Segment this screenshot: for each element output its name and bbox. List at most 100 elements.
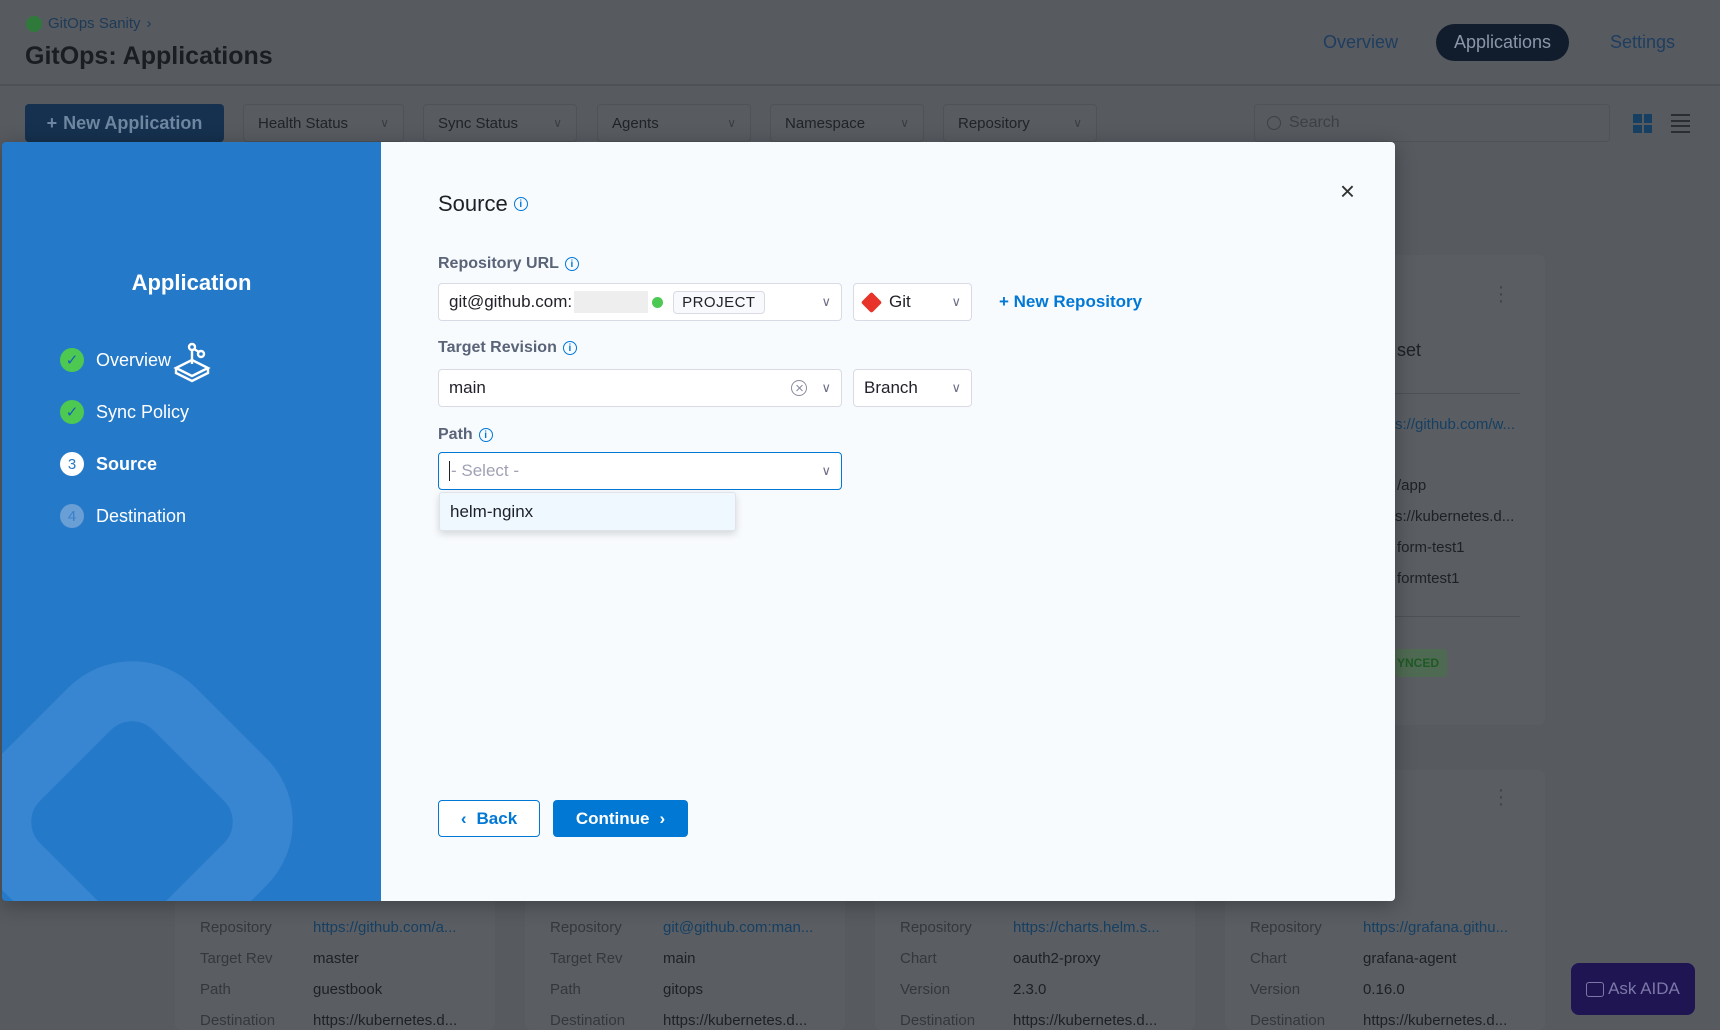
application-card[interactable] [525, 890, 845, 1030]
tab-settings[interactable]: Settings [1610, 32, 1676, 52]
repository-type-select[interactable]: Git ∨ [853, 283, 972, 321]
card-field-value: https://kubernetes.d... [1363, 1012, 1508, 1029]
breadcrumb-link[interactable]: GitOps Sanity [48, 15, 141, 32]
wizard-title: Application [131, 270, 252, 295]
card-field-label: Destination [200, 1012, 276, 1029]
card-repo[interactable]: s://github.com/w... [1395, 416, 1516, 433]
wizard-step-overview[interactable]: ✓ Overview [60, 348, 171, 372]
chevron-down-icon: ∨ [380, 116, 389, 130]
plus-icon: + [46, 112, 58, 133]
namespace-filter[interactable]: Namespace ∨ [770, 104, 924, 142]
card-field-label: Repository [1250, 919, 1322, 936]
card-divider [1395, 393, 1520, 394]
card-field-label: Repository [200, 919, 272, 936]
card-field-label: Repository [900, 919, 972, 936]
application-icon [173, 342, 211, 383]
chevron-down-icon: ∨ [821, 294, 831, 309]
step-label: Destination [96, 505, 187, 526]
card-field-value[interactable]: git@github.com:man... [663, 919, 814, 936]
clear-icon[interactable]: × [791, 380, 808, 397]
new-repository-link[interactable]: + New Repository [999, 292, 1143, 311]
card-field-value: guestbook [313, 981, 383, 998]
sync-status-filter[interactable]: Sync Status ∨ [423, 104, 577, 142]
path-select[interactable]: - Select - ∨ [438, 452, 842, 490]
repository-url-select[interactable]: git@github.com: PROJECT ∨ [438, 283, 842, 321]
filter-label: Agents [612, 114, 659, 132]
wizard-step-source[interactable]: 3 Source [60, 452, 157, 476]
sync-status-badge: YNCED [1395, 649, 1447, 677]
search-icon [1267, 116, 1281, 130]
tab-overview[interactable]: Overview [1323, 32, 1399, 52]
info-icon[interactable]: i [564, 257, 579, 271]
step-label: Overview [96, 349, 172, 370]
target-revision-value: main [449, 378, 486, 397]
card-field-label: Destination [550, 1012, 626, 1029]
card-field-value[interactable]: https://charts.helm.s... [1013, 919, 1160, 936]
wizard-step-destination[interactable]: 4 Destination [60, 504, 186, 528]
card-field-value: oauth2-proxy [1013, 950, 1101, 967]
card-field-value: gitops [663, 981, 704, 998]
info-icon[interactable]: i [562, 341, 577, 355]
grid-view-icon[interactable] [1633, 114, 1652, 133]
revision-type-select[interactable]: Branch ∨ [853, 369, 972, 407]
source-form: Source i × Repository URL i git@github.com… [381, 142, 1395, 901]
page-title: GitOps: Applications [25, 42, 273, 70]
list-view-icon[interactable] [1671, 114, 1690, 133]
path-option[interactable]: helm-nginx [450, 501, 534, 521]
info-icon[interactable]: i [478, 428, 493, 442]
search-placeholder: Search [1289, 114, 1340, 131]
card-field-label: Version [1250, 981, 1301, 998]
path-dropdown-menu: helm-nginx [439, 492, 736, 531]
ask-aida-label: Ask AIDA [1608, 979, 1680, 998]
decorative-logo-icon [2, 661, 293, 901]
card-field-label: Version [900, 981, 951, 998]
repository-filter[interactable]: Repository ∨ [943, 104, 1097, 142]
chat-icon [1586, 981, 1605, 997]
more-options-icon[interactable]: · · · [1497, 276, 1505, 312]
info-icon[interactable]: i [513, 197, 528, 211]
card-field-value: https://kubernetes.d... [1013, 1012, 1158, 1029]
card-field-value: https://kubernetes.d... [663, 1012, 808, 1029]
back-button[interactable]: ‹ Back [438, 800, 540, 837]
gitops-logo-icon [26, 15, 42, 32]
card-field-value[interactable]: https://github.com/a... [313, 919, 457, 936]
card-divider [1395, 616, 1520, 617]
breadcrumb[interactable]: GitOps Sanity › [26, 15, 152, 32]
wizard-step-sync-policy[interactable]: ✓ Sync Policy [60, 400, 189, 424]
tab-applications[interactable]: Applications [1436, 24, 1570, 61]
continue-label: Continue [575, 808, 650, 828]
form-title: Source [438, 191, 508, 216]
new-application-button[interactable]: + New Application [25, 104, 224, 142]
check-circle-icon: ✓ [60, 348, 84, 372]
card-field-label: Destination [1250, 1012, 1326, 1029]
card-field-label: Repository [550, 919, 622, 936]
close-icon[interactable]: × [1339, 176, 1355, 206]
back-label: Back [476, 808, 518, 828]
card-field-value: main [663, 950, 696, 967]
chevron-left-icon: ‹ [460, 808, 467, 828]
agents-filter[interactable]: Agents ∨ [597, 104, 751, 142]
more-options-icon[interactable]: · · · [1497, 779, 1505, 815]
application-card[interactable] [1225, 890, 1545, 1030]
search-input[interactable]: Search [1254, 104, 1610, 142]
git-icon [860, 291, 883, 313]
repository-url-value: git@github.com: [449, 292, 573, 311]
continue-button[interactable]: Continue › [553, 800, 688, 837]
card-field-value[interactable]: https://grafana.githu... [1363, 919, 1509, 936]
path-placeholder: - Select - [451, 461, 520, 480]
card-field-value: https://kubernetes.d... [313, 1012, 458, 1029]
application-card[interactable] [175, 890, 495, 1030]
scope-badge: PROJECT [673, 290, 765, 314]
card-field-value: 2.3.0 [1013, 981, 1047, 998]
health-status-filter[interactable]: Health Status ∨ [243, 104, 404, 142]
card-field-label: Path [550, 981, 581, 998]
step-label: Sync Policy [96, 401, 190, 422]
ask-aida-button[interactable]: Ask AIDA [1571, 963, 1695, 1015]
step-number-icon: 4 [60, 504, 84, 528]
target-revision-select[interactable]: main × ∨ [438, 369, 842, 407]
path-label: Path [438, 426, 473, 443]
card-field-value: grafana-agent [1363, 950, 1457, 967]
application-card[interactable] [875, 890, 1195, 1030]
chevron-right-icon: › [146, 15, 152, 32]
chevron-down-icon: ∨ [951, 380, 961, 395]
